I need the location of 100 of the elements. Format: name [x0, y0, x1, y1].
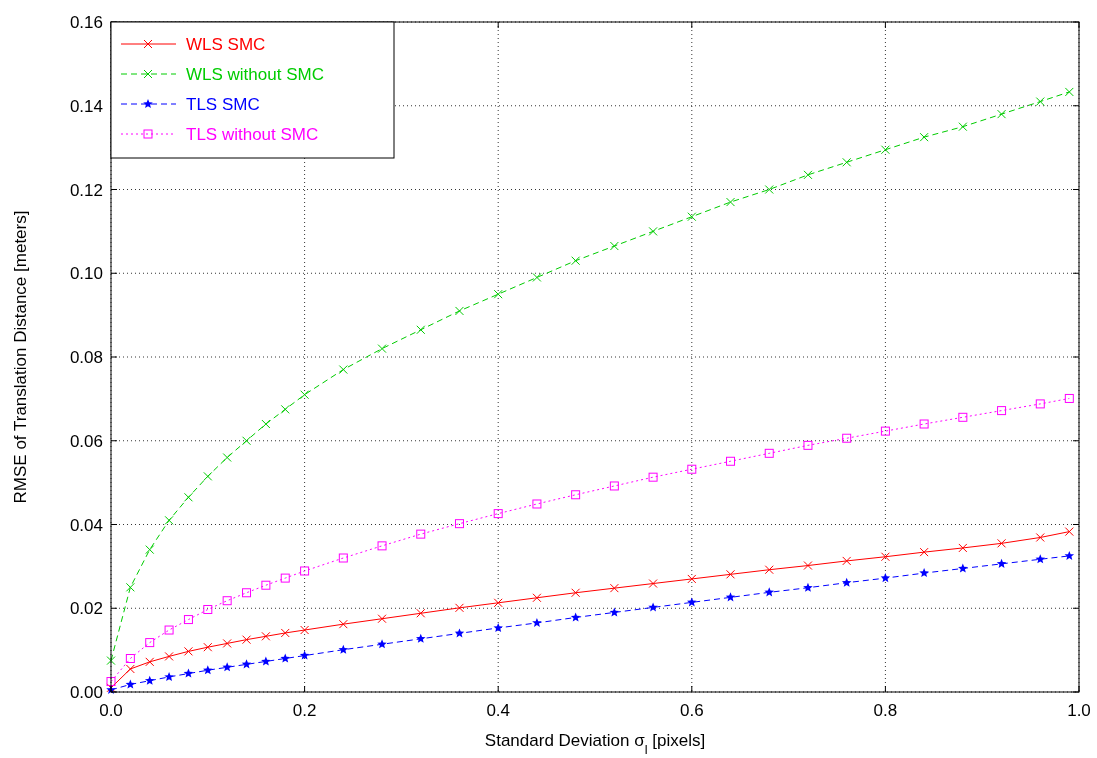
point: [648, 472, 658, 482]
point: [764, 448, 774, 458]
x-tick-label: 0.8: [873, 701, 898, 720]
point: [222, 638, 232, 648]
point: [203, 665, 213, 675]
point: [958, 563, 968, 573]
point: [261, 656, 271, 666]
point: [299, 650, 310, 660]
point: [842, 433, 852, 443]
point: [280, 404, 290, 414]
point: [648, 602, 658, 612]
point: [958, 543, 968, 553]
legend-label: WLS without SMC: [186, 65, 324, 84]
point: [1064, 550, 1075, 560]
y-tick-label: 0.14: [69, 96, 103, 116]
point: [997, 406, 1007, 416]
point: [416, 529, 426, 539]
point: [377, 614, 387, 624]
point: [183, 615, 193, 625]
legend-label: TLS SMC: [186, 95, 260, 114]
point: [377, 639, 387, 649]
point: [183, 492, 193, 502]
point: [338, 644, 349, 654]
point: [1035, 399, 1045, 409]
point: [571, 588, 581, 598]
point: [996, 558, 1007, 568]
point: [300, 390, 310, 400]
point: [203, 642, 213, 652]
point: [687, 212, 697, 222]
point: [454, 603, 464, 613]
x-tick-label: 0.0: [99, 701, 123, 720]
point: [164, 515, 174, 525]
point: [687, 597, 697, 607]
point: [145, 545, 155, 555]
point: [532, 272, 542, 282]
point: [493, 598, 503, 608]
point: [1064, 527, 1074, 537]
x-tick-label: 0.6: [679, 701, 704, 720]
point: [880, 145, 890, 155]
point: [454, 306, 464, 316]
point: [764, 185, 774, 194]
point: [125, 679, 136, 689]
point: [1035, 532, 1045, 542]
point: [125, 664, 135, 674]
point: [493, 289, 503, 299]
point: [183, 668, 194, 678]
point: [726, 197, 736, 207]
point: [280, 628, 290, 638]
x-tick-label: 1.0: [1067, 701, 1091, 720]
point: [493, 509, 503, 519]
point: [648, 226, 658, 236]
point: [106, 677, 116, 687]
point: [145, 638, 155, 648]
point: [377, 344, 387, 354]
y-tick-label: 0.06: [69, 431, 103, 451]
point: [164, 651, 174, 661]
point: [1064, 393, 1074, 403]
point: [609, 481, 619, 491]
point: [280, 573, 290, 583]
point: [242, 588, 252, 598]
point: [242, 635, 252, 645]
point: [842, 157, 852, 167]
y-tick-label: 0.12: [69, 180, 103, 200]
point: [144, 675, 155, 685]
point: [648, 579, 658, 589]
point: [164, 671, 174, 681]
point: [726, 569, 736, 579]
point: [416, 325, 426, 335]
point: [841, 577, 852, 587]
point: [183, 646, 193, 656]
point: [125, 582, 135, 592]
point: [803, 582, 813, 592]
y-tick-label: 0.08: [69, 348, 103, 367]
point: [338, 553, 348, 563]
point: [764, 587, 774, 597]
point: [261, 419, 271, 429]
point: [338, 619, 348, 629]
point: [1064, 87, 1074, 97]
point: [687, 464, 697, 474]
point: [280, 653, 290, 663]
point: [242, 436, 252, 446]
point: [338, 365, 348, 375]
point: [532, 593, 542, 603]
point: [609, 583, 619, 593]
point: [493, 622, 503, 632]
x-axis-title: Standard Deviation σ$_{l}$ [pixels]: [484, 731, 706, 757]
point: [241, 659, 252, 669]
point: [803, 440, 813, 450]
point: [106, 656, 116, 666]
point: [609, 241, 619, 251]
point: [880, 426, 890, 436]
point: [125, 654, 135, 663]
point: [725, 592, 736, 602]
point: [997, 538, 1007, 548]
point: [454, 628, 465, 638]
legend-label: TLS without SMC: [186, 125, 319, 144]
y-tick-label: 0.02: [69, 599, 103, 619]
point: [203, 605, 213, 615]
y-tick-label: 0.04: [69, 515, 103, 535]
point: [958, 122, 968, 132]
